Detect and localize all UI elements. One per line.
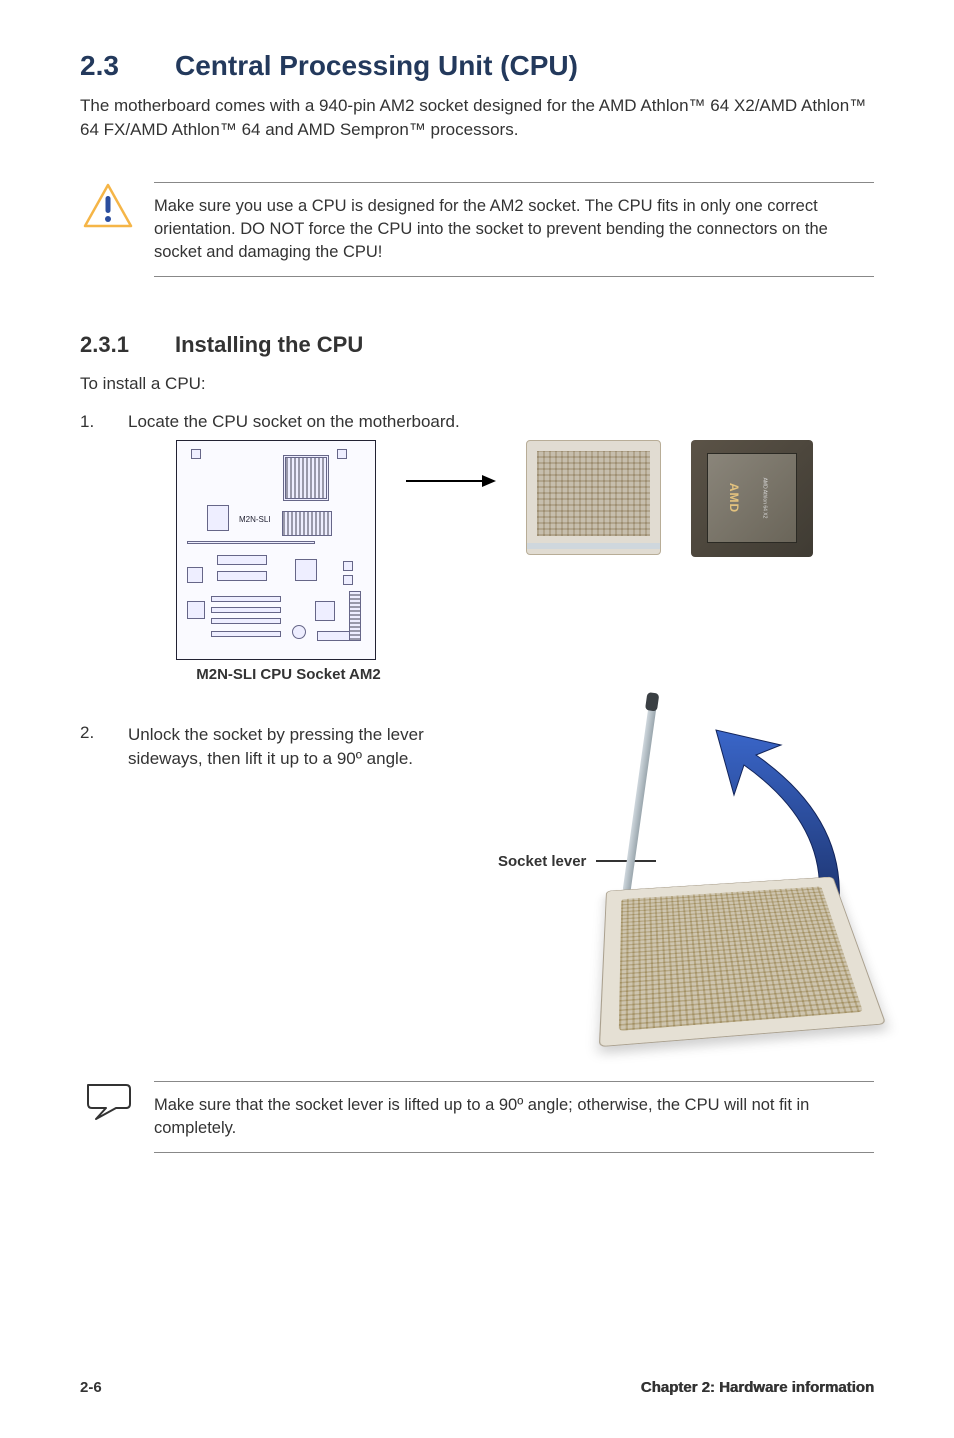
socket-thumbnail (526, 440, 661, 555)
intro-paragraph: The motherboard comes with a 940-pin AM2… (80, 94, 874, 142)
step-1: Locate the CPU socket on the motherboard… (80, 412, 874, 683)
chapter-label: Chapter 2: Hardware information (641, 1379, 874, 1396)
section-heading: 2.3Central Processing Unit (CPU) (80, 50, 874, 82)
section-number: 2.3 (80, 50, 175, 82)
step-2-text: Unlock the socket by pressing the lever … (128, 723, 488, 771)
page-number: 2-6 (80, 1379, 102, 1396)
figure-2: Socket lever (488, 723, 874, 1063)
lead-text: To install a CPU: (80, 374, 874, 394)
figure-1-caption: M2N-SLI CPU Socket AM2 (176, 666, 401, 683)
note-icon (80, 1081, 136, 1121)
socket-lever-label-text: Socket lever (498, 853, 586, 870)
tip-callout: Make sure that the socket lever is lifte… (80, 1081, 874, 1153)
step-2: Unlock the socket by pressing the lever … (80, 723, 874, 1063)
cpu-brand-text: AMD (728, 483, 742, 513)
caution-text: Make sure you use a CPU is designed for … (154, 182, 874, 277)
tip-text: Make sure that the socket lever is lifte… (154, 1081, 874, 1153)
subsection-heading: 2.3.1Installing the CPU (80, 332, 874, 358)
cpu-thumbnail: AMD AMD Athlon 64 X2 (691, 440, 813, 557)
caution-icon (80, 182, 136, 230)
page-footer: 2-6 Chapter 2: Hardware information (80, 1379, 874, 1396)
section-title-text: Central Processing Unit (CPU) (175, 50, 578, 81)
subsection-number: 2.3.1 (80, 332, 175, 358)
subsection-title-text: Installing the CPU (175, 332, 363, 357)
cpu-subbrand: AMD Athlon 64 X2 (761, 478, 767, 519)
motherboard-diagram: M2N-SLI (176, 440, 376, 660)
arrow-icon (406, 475, 496, 487)
caution-callout: Make sure you use a CPU is designed for … (80, 182, 874, 277)
figure-row-1: M2N-SLI (176, 440, 874, 660)
step-1-text: Locate the CPU socket on the motherboard… (128, 412, 460, 431)
mobo-label-text: M2N-SLI (239, 515, 271, 524)
